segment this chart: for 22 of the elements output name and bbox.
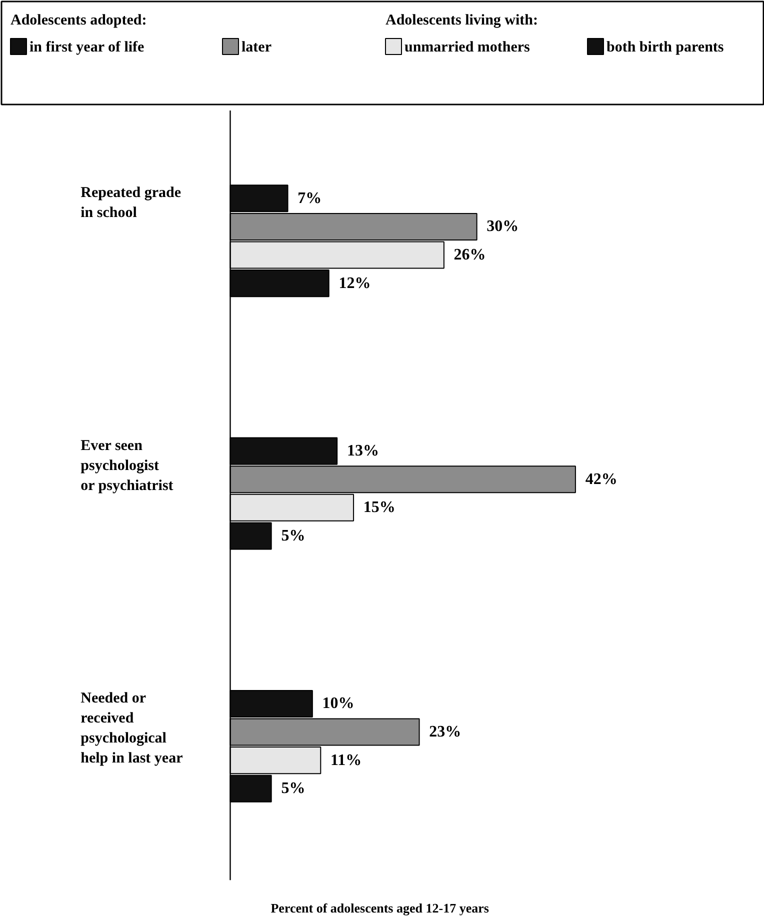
data-label: 11% [330,752,362,769]
legend-label: in first year of life [30,40,145,56]
x-axis-title: Percent of adolescents aged 12-17 years [270,900,489,916]
data-label: 10% [322,695,354,712]
data-label: 5% [281,780,306,798]
data-label: 30% [486,218,519,236]
data-label: 26% [454,246,486,264]
text: Adolescents living with: [386,12,538,28]
legend-label: unmarried mothers [404,40,530,56]
y-tick-label: Needed or received psychological help in last year [80,690,184,766]
y-tick-label: Repeated grade in school [80,185,182,222]
legend-label: later [242,40,272,56]
data-label: 15% [363,499,396,516]
text: Adolescents adopted: [10,12,147,28]
y-tick-label: Ever seen psychologist or psychiatrist [80,438,174,494]
legend-label: both birth parents [606,40,724,56]
data-label: 5% [281,527,306,544]
data-label: 23% [429,724,462,741]
data-label: 12% [338,274,371,292]
data-label: 42% [585,470,618,488]
data-label: 7% [298,190,322,207]
data-label: 13% [346,442,379,460]
